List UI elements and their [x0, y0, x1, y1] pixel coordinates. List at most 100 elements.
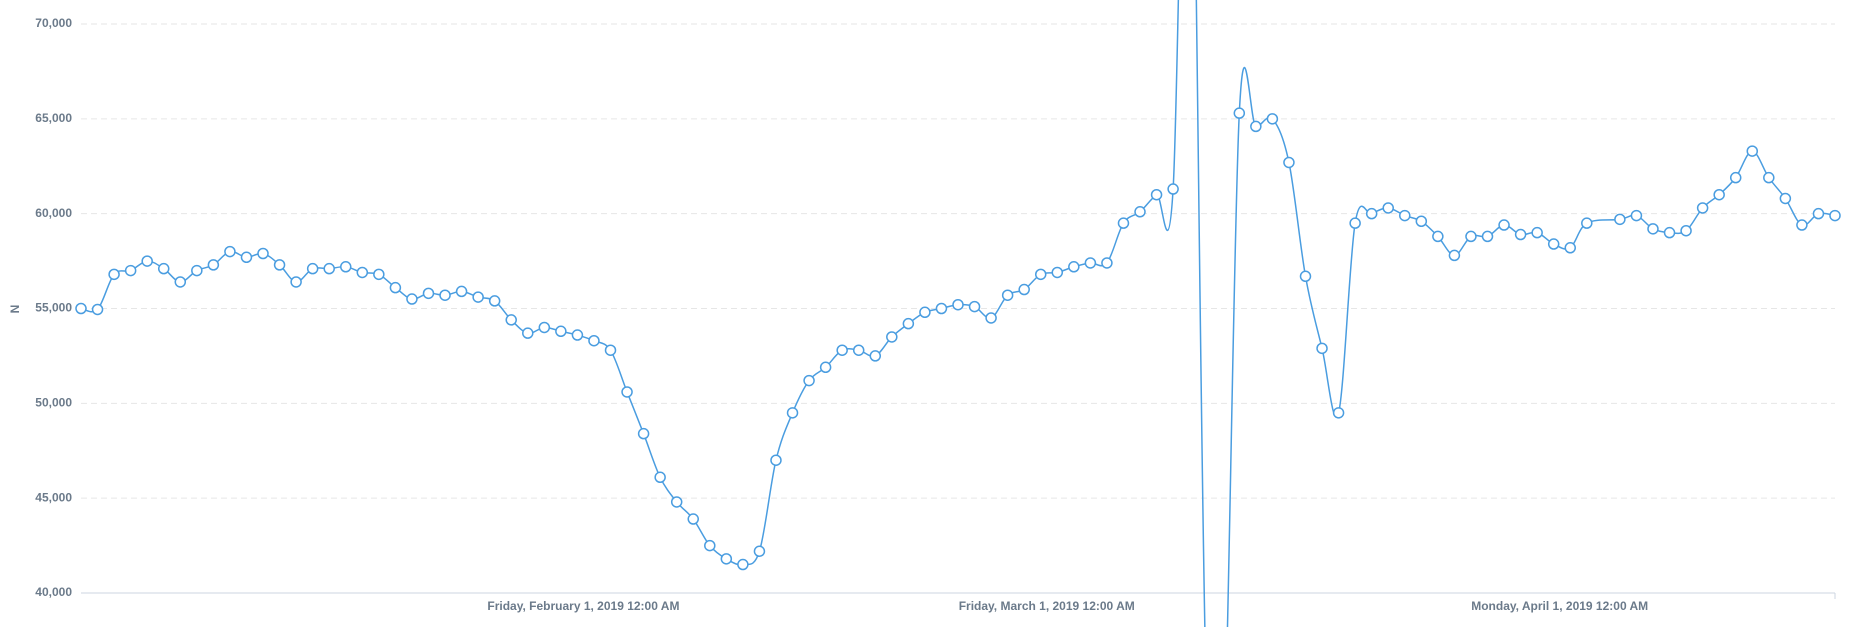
point	[1481, 230, 1494, 243]
point	[968, 300, 981, 313]
point	[1547, 238, 1560, 250]
point	[340, 261, 352, 273]
point	[1663, 226, 1676, 239]
point	[737, 558, 749, 571]
point	[786, 407, 799, 419]
point	[1415, 215, 1428, 228]
point	[1812, 207, 1825, 220]
point	[389, 281, 402, 294]
x-tick-label: Monday, April 1, 2019 12:00 AM	[1471, 599, 1648, 613]
line	[80, 0, 1836, 627]
point	[157, 262, 170, 275]
point	[836, 344, 848, 356]
point	[455, 285, 468, 298]
point	[1283, 156, 1295, 169]
point	[1796, 219, 1808, 231]
point	[1448, 249, 1461, 262]
y-tick-label: 50,000	[35, 396, 72, 410]
point	[720, 553, 733, 565]
point	[1382, 202, 1394, 214]
x-tick-label: Friday, February 1, 2019 12:00 AM	[487, 599, 679, 613]
point	[224, 245, 236, 258]
point	[1001, 289, 1014, 301]
point	[869, 350, 882, 362]
point	[704, 539, 716, 552]
point	[952, 298, 964, 311]
point	[522, 327, 534, 339]
point	[1034, 268, 1047, 281]
point	[273, 259, 286, 271]
point	[621, 386, 633, 398]
point	[985, 312, 997, 324]
point	[439, 289, 451, 301]
point	[1068, 261, 1080, 273]
point	[488, 295, 501, 307]
point	[124, 264, 137, 277]
point	[373, 268, 385, 281]
point	[654, 471, 666, 484]
point	[886, 331, 898, 343]
point	[141, 255, 153, 267]
point	[1746, 145, 1759, 157]
point	[902, 317, 915, 330]
point	[753, 545, 766, 558]
point	[406, 293, 418, 305]
point	[919, 306, 931, 319]
point	[1167, 183, 1179, 195]
y-tick-label: 45,000	[35, 490, 72, 504]
point	[803, 374, 815, 387]
point	[1647, 223, 1659, 235]
x-tick-label: Friday, March 1, 2019 12:00 AM	[959, 599, 1135, 613]
y-tick-label: 40,000	[35, 585, 72, 599]
point	[108, 268, 120, 281]
y-tick-label: 60,000	[35, 206, 72, 220]
point	[290, 276, 302, 288]
point	[604, 344, 617, 356]
point	[637, 427, 650, 440]
point	[687, 513, 699, 525]
point	[1150, 188, 1163, 201]
point	[174, 276, 187, 288]
point	[1233, 107, 1246, 119]
point	[505, 314, 517, 326]
y-tick-label: 55,000	[35, 301, 72, 315]
point	[1779, 192, 1792, 205]
point	[819, 361, 832, 374]
point	[1101, 257, 1113, 269]
point	[538, 321, 551, 334]
y-tick-label: 70,000	[35, 16, 72, 30]
point	[191, 264, 203, 277]
point	[1680, 224, 1692, 237]
point	[1514, 228, 1527, 241]
point	[571, 329, 584, 341]
point	[935, 302, 948, 315]
point	[1266, 113, 1279, 125]
point	[1399, 209, 1411, 222]
point	[588, 334, 600, 347]
point	[1713, 188, 1725, 201]
point	[1018, 283, 1030, 296]
point	[207, 259, 220, 271]
point	[257, 247, 269, 260]
point	[670, 496, 683, 508]
point	[1465, 230, 1477, 243]
point	[323, 262, 335, 275]
point	[1498, 219, 1510, 231]
point	[356, 266, 369, 279]
point	[1564, 242, 1576, 254]
point	[240, 251, 253, 264]
point	[472, 291, 484, 303]
point	[1051, 266, 1064, 279]
point	[1763, 171, 1775, 184]
y-tick-label: 65,000	[35, 111, 72, 125]
point	[1729, 171, 1742, 184]
point	[1630, 209, 1643, 222]
point	[1581, 217, 1593, 229]
point	[306, 262, 319, 275]
point	[75, 302, 87, 315]
point	[1365, 207, 1378, 220]
point	[1696, 202, 1709, 214]
point	[1084, 257, 1097, 269]
point	[1432, 230, 1444, 243]
